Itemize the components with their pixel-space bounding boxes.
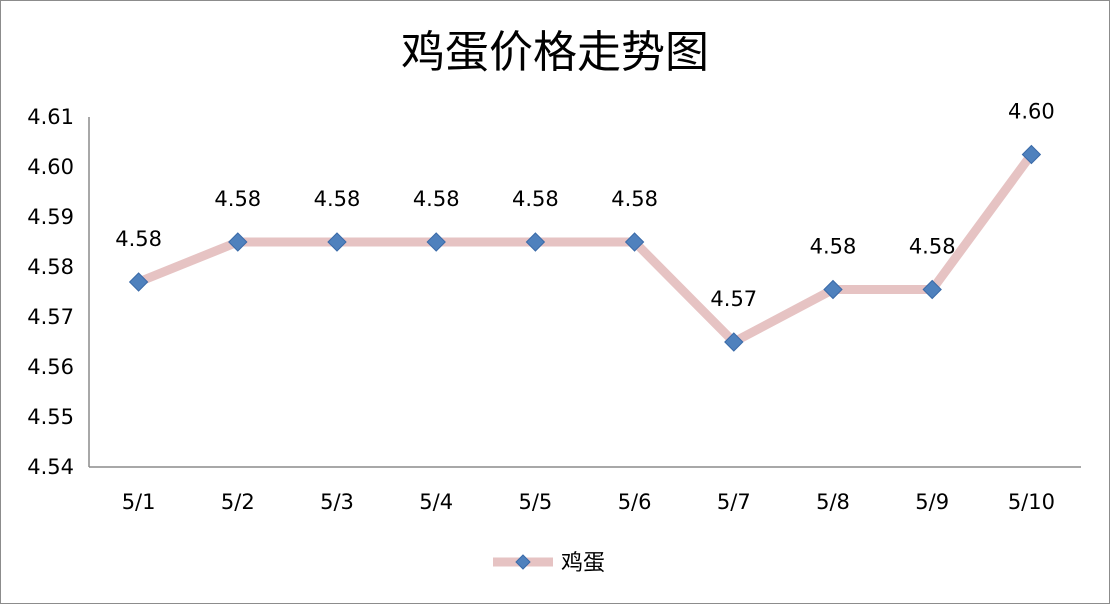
data-label: 4.58 xyxy=(214,187,261,211)
y-tick-label: 4.56 xyxy=(27,355,74,379)
x-tick-label: 5/6 xyxy=(618,490,652,514)
y-tick-label: 4.54 xyxy=(27,455,74,479)
data-label: 4.58 xyxy=(611,187,658,211)
data-label: 4.58 xyxy=(909,235,956,259)
x-tick-label: 5/7 xyxy=(717,490,751,514)
x-tick-label: 5/8 xyxy=(816,490,850,514)
data-point-marker xyxy=(525,232,546,252)
legend: 鸡蛋 xyxy=(493,551,605,576)
x-tick-label: 5/10 xyxy=(1008,490,1055,514)
data-point-marker xyxy=(327,232,347,252)
data-label: 4.58 xyxy=(314,187,361,211)
y-tick-label: 4.60 xyxy=(27,155,74,179)
series-line-鸡蛋 xyxy=(136,151,1036,348)
data-label: 4.60 xyxy=(1008,100,1055,124)
data-label: 4.58 xyxy=(512,187,559,211)
x-tick-label: 5/2 xyxy=(221,490,255,514)
data-point-marker xyxy=(228,232,248,252)
chart-title: 鸡蛋价格走势图 xyxy=(401,27,709,78)
y-tick-label: 4.55 xyxy=(27,405,74,429)
y-tick-label: 4.57 xyxy=(27,305,74,329)
data-point-marker xyxy=(1021,144,1042,165)
x-tick-label: 5/1 xyxy=(122,490,156,514)
data-label: 4.58 xyxy=(810,235,857,259)
x-tick-label: 5/4 xyxy=(419,490,453,514)
data-point-marker xyxy=(128,272,149,292)
data-point-marker xyxy=(426,232,446,252)
data-point-marker xyxy=(624,232,645,252)
legend-label: 鸡蛋 xyxy=(561,551,605,576)
series-layer: 4.58 4.58 4.58 4.58 4.58 4.58 4.57 4.58 4.58 4.60 xyxy=(115,100,1055,352)
y-tick-label: 4.58 xyxy=(27,255,74,279)
x-tick-label: 5/3 xyxy=(320,490,354,514)
data-point-marker xyxy=(823,279,843,300)
axes: 4.54 4.55 4.56 4.57 4.58 4.59 4.60 4.61 5/1 5/2 5/… xyxy=(27,105,1081,514)
x-tick-label: 5/5 xyxy=(519,490,553,514)
data-label: 4.58 xyxy=(413,187,460,211)
data-label: 4.58 xyxy=(115,227,162,251)
x-tick-label: 5/9 xyxy=(915,490,949,514)
data-point-marker xyxy=(922,279,942,300)
data-point-marker xyxy=(724,332,744,352)
y-tick-label: 4.59 xyxy=(27,205,74,229)
y-tick-label: 4.61 xyxy=(27,105,74,129)
legend-marker xyxy=(515,554,531,570)
data-label: 4.57 xyxy=(710,287,757,311)
